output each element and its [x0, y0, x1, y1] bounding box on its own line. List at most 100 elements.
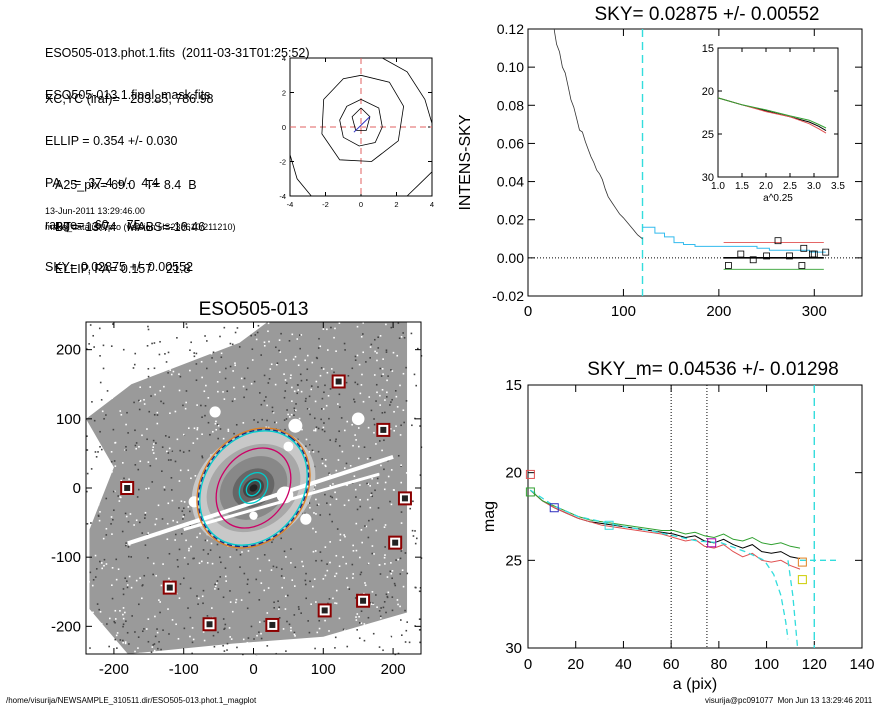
image-noise — [390, 469, 393, 471]
image-noise — [293, 649, 296, 652]
image-noise — [250, 625, 253, 628]
image-noise — [335, 498, 338, 501]
image-noise — [396, 354, 399, 357]
image-noise — [305, 643, 308, 646]
image-noise — [138, 521, 141, 524]
image-noise — [114, 441, 117, 444]
image-noise — [135, 447, 138, 450]
image-noise — [288, 416, 291, 418]
image-noise — [358, 637, 361, 639]
image-noise — [301, 428, 303, 431]
image-noise — [260, 637, 263, 640]
image-noise — [154, 635, 157, 638]
image-noise — [219, 428, 222, 430]
image-noise — [359, 484, 361, 486]
image-noise — [149, 464, 152, 467]
image-noise — [293, 585, 296, 587]
image-noise — [352, 550, 355, 552]
image-noise — [218, 556, 221, 559]
image-noise — [178, 548, 181, 551]
image-noise — [229, 601, 232, 603]
image-noise — [129, 513, 132, 515]
image-noise — [258, 621, 261, 623]
image-noise — [151, 333, 153, 336]
image-noise — [374, 489, 376, 492]
image-noise — [224, 623, 227, 626]
image-noise — [328, 598, 331, 600]
image-noise — [404, 641, 407, 643]
image-noise — [360, 384, 363, 386]
image-noise — [290, 626, 292, 629]
image-noise — [327, 394, 330, 397]
image-noise — [231, 610, 234, 613]
image-noise — [144, 514, 147, 516]
image-noise — [206, 539, 209, 542]
image-noise — [169, 329, 172, 332]
image-noise — [329, 473, 331, 476]
image-noise — [363, 592, 365, 595]
image-noise — [182, 518, 184, 520]
image-noise — [370, 643, 372, 645]
contour-line — [406, 171, 433, 197]
image-noise — [247, 578, 249, 581]
image-noise — [340, 417, 343, 419]
image-noise — [295, 403, 297, 405]
image-noise — [293, 614, 296, 616]
image-noise — [318, 337, 320, 340]
image-noise — [238, 346, 241, 348]
image-noise — [92, 491, 95, 494]
image-noise — [110, 523, 112, 525]
image-noise — [141, 597, 143, 600]
image-noise — [122, 613, 124, 616]
image-noise — [216, 580, 219, 582]
image-noise — [189, 510, 191, 513]
image-noise — [111, 584, 113, 586]
image-noise — [190, 341, 192, 344]
image-noise — [247, 550, 250, 552]
image-noise — [154, 393, 156, 396]
image-noise — [139, 577, 141, 579]
profile-sky-point — [798, 262, 806, 269]
image-noise — [413, 652, 416, 654]
image-noise — [317, 503, 320, 506]
image-noise — [99, 430, 101, 433]
image-noise — [373, 418, 375, 420]
image-noise — [300, 612, 302, 614]
mag-ylabel: mag — [481, 501, 498, 532]
image-noise — [342, 556, 344, 558]
image-noise — [90, 335, 93, 337]
image-noise — [189, 616, 192, 619]
image-noise — [184, 407, 187, 410]
image-noise — [227, 428, 230, 431]
image-noise — [322, 578, 325, 580]
image-noise — [174, 410, 177, 413]
image-noise — [181, 510, 184, 512]
image-noise — [90, 468, 93, 470]
image-noise — [287, 413, 289, 416]
image-noise — [234, 331, 237, 334]
masked-star-core — [206, 621, 213, 628]
image-noise — [325, 404, 328, 407]
image-noise — [152, 452, 155, 454]
image-noise — [348, 588, 351, 590]
image-noise — [400, 424, 402, 427]
image-noise — [255, 578, 258, 581]
image-noise — [274, 383, 277, 386]
image-noise — [186, 326, 188, 329]
image-noise — [229, 556, 232, 558]
image-noise — [106, 623, 108, 625]
image-noise — [117, 495, 120, 497]
image-noise — [284, 608, 287, 610]
image-noise — [297, 438, 299, 441]
image-noise — [162, 563, 164, 565]
image-noise — [397, 322, 400, 324]
image-noise — [115, 634, 118, 637]
image-noise — [124, 544, 127, 547]
image-noise — [337, 459, 340, 461]
image-noise — [311, 361, 314, 364]
image-noise — [105, 534, 108, 536]
image-noise — [411, 529, 414, 532]
image-noise — [317, 450, 320, 453]
image-noise — [225, 580, 227, 582]
image-noise — [240, 599, 243, 601]
